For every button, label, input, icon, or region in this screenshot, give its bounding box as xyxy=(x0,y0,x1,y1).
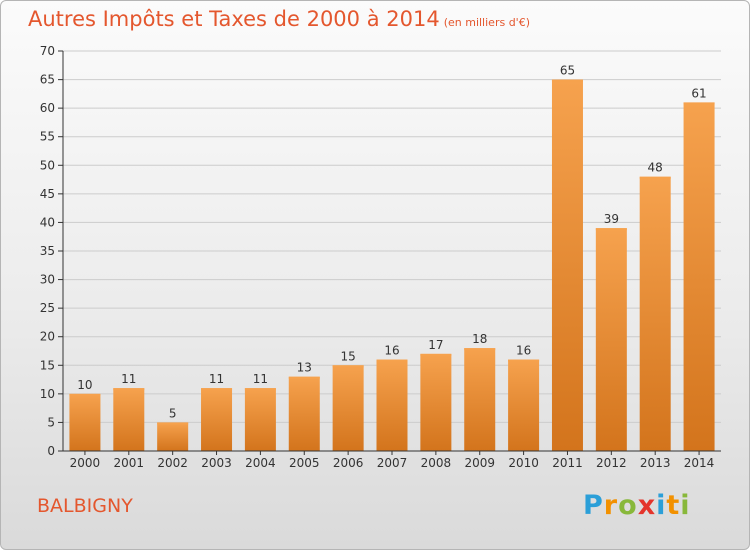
x-tick-label-2013: 2013 xyxy=(640,456,671,470)
value-label-2012: 39 xyxy=(604,212,619,226)
y-tick-label-15: 15 xyxy=(40,358,55,372)
bar-2014 xyxy=(683,102,715,451)
y-tick-label-30: 30 xyxy=(40,273,55,287)
y-tick-label-70: 70 xyxy=(40,44,55,58)
value-label-2011: 65 xyxy=(560,64,575,78)
y-tick-label-45: 45 xyxy=(40,187,55,201)
logo-letter: t xyxy=(666,490,681,521)
bar-top-2001 xyxy=(113,388,145,391)
chart-subtitle: (en milliers d'€) xyxy=(443,16,530,29)
x-tick-label-2005: 2005 xyxy=(289,456,320,470)
x-tick-label-2004: 2004 xyxy=(245,456,276,470)
value-label-2001: 11 xyxy=(121,372,136,386)
y-tick-label-20: 20 xyxy=(40,330,55,344)
x-tick-label-2012: 2012 xyxy=(596,456,627,470)
chart-title: Autres Impôts et Taxes de 2000 à 2014 (en… xyxy=(28,7,530,31)
x-tick-label-2014: 2014 xyxy=(684,456,715,470)
bar-top-2008 xyxy=(420,353,452,356)
x-tick-label-2010: 2010 xyxy=(508,456,539,470)
value-label-2013: 48 xyxy=(648,161,663,175)
y-tick-label-5: 5 xyxy=(47,415,55,429)
bar-top-2014 xyxy=(683,102,715,105)
x-tick-label-2002: 2002 xyxy=(157,456,188,470)
y-tick-label-65: 65 xyxy=(40,73,55,87)
bar-top-2000 xyxy=(69,393,101,396)
y-tick-label-60: 60 xyxy=(40,101,55,115)
y-tick-label-0: 0 xyxy=(47,444,55,458)
logo-letter: x xyxy=(637,490,657,521)
bar-top-2006 xyxy=(332,365,364,368)
value-label-2004: 11 xyxy=(253,372,268,386)
value-label-2009: 18 xyxy=(472,332,487,346)
bar-top-2003 xyxy=(201,388,233,391)
logo-letter: P xyxy=(583,490,604,521)
bar-2010 xyxy=(508,359,540,451)
bar-top-2009 xyxy=(464,348,496,351)
bar-top-2005 xyxy=(288,376,320,379)
bar-2005 xyxy=(288,376,320,451)
y-tick-label-50: 50 xyxy=(40,158,55,172)
y-tick-label-35: 35 xyxy=(40,244,55,258)
bar-2000 xyxy=(69,393,101,451)
x-tick-label-2006: 2006 xyxy=(333,456,364,470)
bar-2011 xyxy=(551,79,583,452)
x-tick-label-2001: 2001 xyxy=(114,456,145,470)
bar-top-2004 xyxy=(244,388,276,391)
bar-2007 xyxy=(376,359,408,451)
x-tick-label-2000: 2000 xyxy=(70,456,101,470)
bar-top-2010 xyxy=(508,359,540,362)
bar-2009 xyxy=(464,348,496,451)
value-label-2003: 11 xyxy=(209,372,224,386)
bar-2013 xyxy=(639,176,671,451)
bar-2002 xyxy=(157,422,189,451)
axes: 0 5 10 15 20 25 30 35 40 45 50 55 60 65 70 2000 2001 2002… xyxy=(40,44,721,470)
value-label-2000: 10 xyxy=(77,378,92,392)
bar-2004 xyxy=(244,388,276,451)
proxiti-logo[interactable]: Proxiti xyxy=(583,490,691,521)
bar-top-2002 xyxy=(157,422,189,425)
bars: 10 11 5 11 11 13 15 16 17 18 16 65 39 48 61 xyxy=(69,64,715,452)
value-label-2005: 13 xyxy=(297,361,312,375)
x-tick-label-2008: 2008 xyxy=(421,456,452,470)
logo-letter: o xyxy=(618,490,638,521)
x-tick-label-2011: 2011 xyxy=(552,456,583,470)
bar-2008 xyxy=(420,353,452,451)
bar-top-2011 xyxy=(551,79,583,82)
value-label-2006: 15 xyxy=(340,349,355,363)
logo-letter: r xyxy=(603,490,619,521)
x-tick-label-2009: 2009 xyxy=(464,456,495,470)
bar-top-2007 xyxy=(376,359,408,362)
logo-letter: i xyxy=(656,490,667,521)
commune-name: BALBIGNY xyxy=(37,495,133,517)
y-tick-label-40: 40 xyxy=(40,215,55,229)
bar-2001 xyxy=(113,388,145,451)
bar-2012 xyxy=(595,228,627,451)
bar-top-2013 xyxy=(639,176,671,179)
x-tick-label-2003: 2003 xyxy=(201,456,232,470)
bar-2003 xyxy=(201,388,233,451)
logo-letter: i xyxy=(680,490,691,521)
bar-top-2012 xyxy=(595,228,627,231)
value-label-2014: 61 xyxy=(691,86,706,100)
y-tick-label-10: 10 xyxy=(40,387,55,401)
value-label-2007: 16 xyxy=(384,344,399,358)
y-tick-label-25: 25 xyxy=(40,301,55,315)
chart-title-text: Autres Impôts et Taxes de 2000 à 2014 xyxy=(28,7,440,31)
value-label-2008: 17 xyxy=(428,338,443,352)
y-tick-label-55: 55 xyxy=(40,130,55,144)
value-label-2010: 16 xyxy=(516,344,531,358)
x-tick-label-2007: 2007 xyxy=(377,456,408,470)
bar-2006 xyxy=(332,365,364,451)
value-label-2002: 5 xyxy=(169,406,177,420)
